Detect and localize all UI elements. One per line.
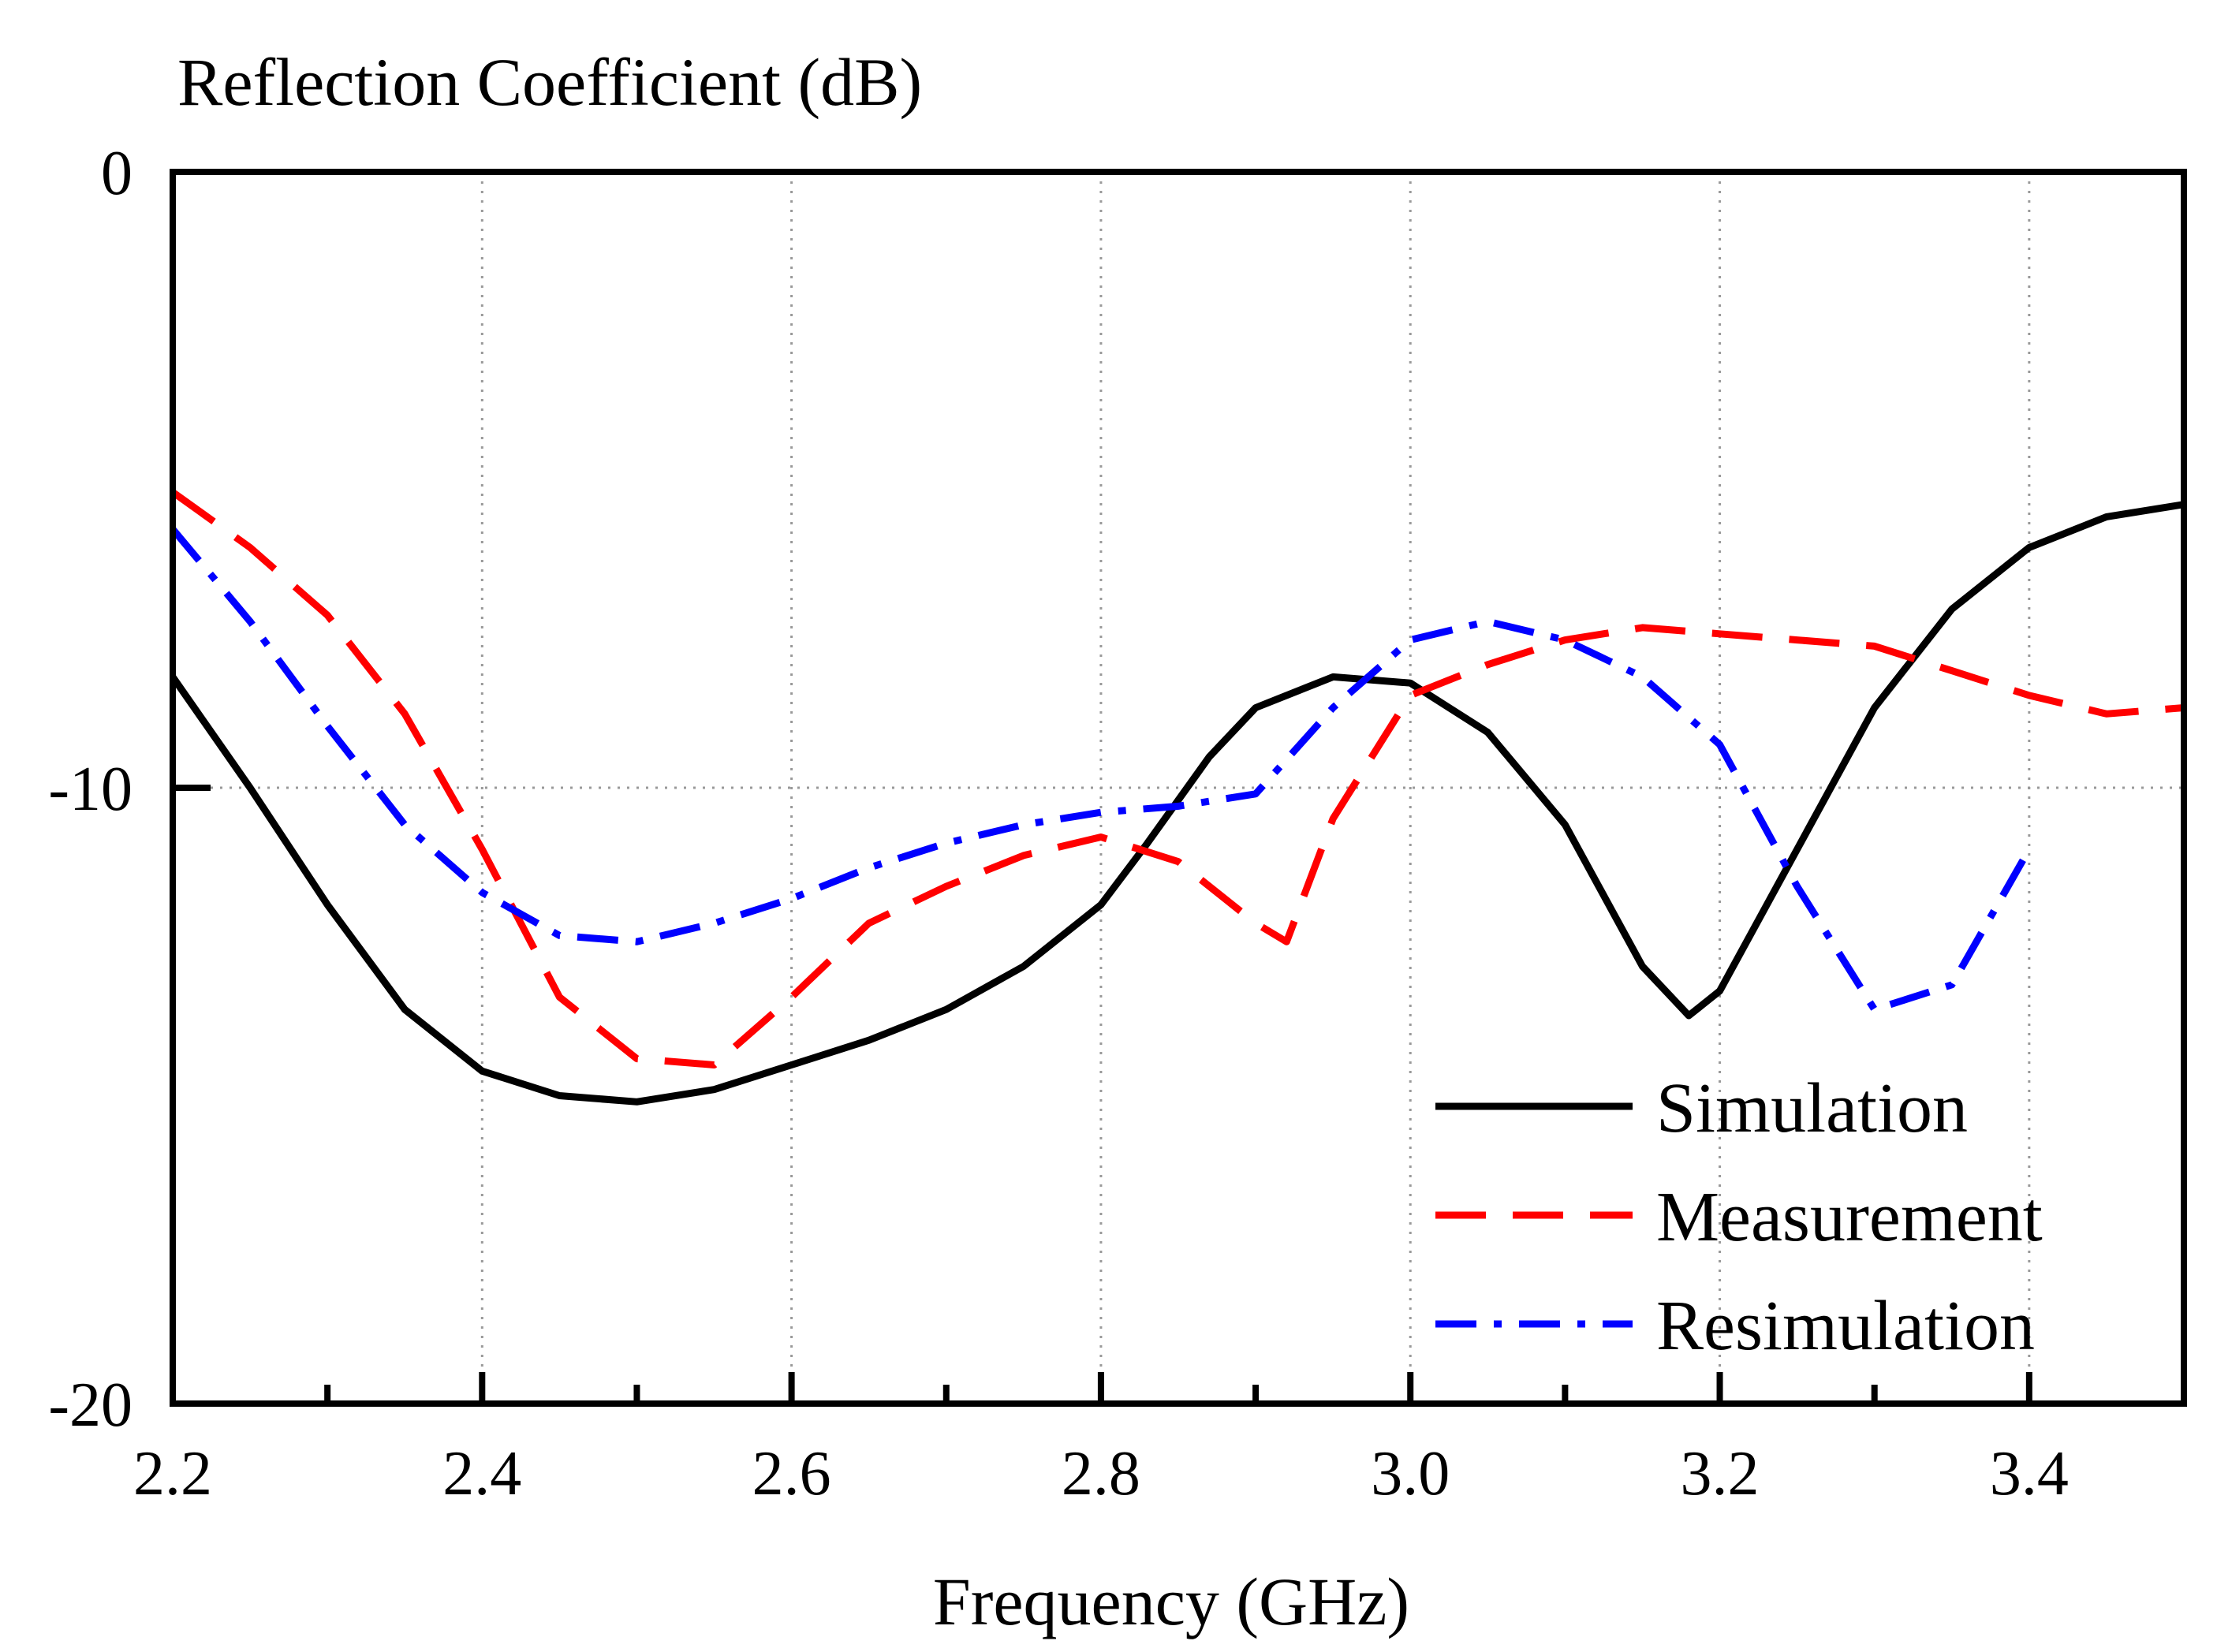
series-line-measurement	[170, 489, 2185, 1068]
x-tick-label: 2.2	[133, 1439, 212, 1508]
series-lines	[170, 489, 2185, 1106]
y-axis-title: Reflection Coefficient (dB)	[177, 44, 922, 120]
series-line-resimulation	[170, 527, 2032, 1013]
x-tick-label: 2.8	[1062, 1439, 1140, 1508]
axis-ticks: 2.2 2.4 2.6 2.8 3.0 3.2 3.4 0 -10 -20	[48, 139, 2068, 1508]
y-tick-label: 0	[101, 139, 132, 208]
legend-label-measurement: Measurement	[1656, 1178, 2043, 1256]
y-tick-label: -10	[48, 755, 132, 824]
legend: Simulation Measurement Resimulation	[1435, 1069, 2043, 1365]
x-tick-label: 2.6	[752, 1439, 831, 1508]
x-axis-title: Frequency (GHz)	[933, 1564, 1409, 1639]
grid-lines	[173, 172, 2184, 1404]
series-line-simulation	[170, 501, 2185, 1106]
x-tick-label: 3.0	[1371, 1439, 1450, 1508]
x-tick-label: 2.4	[442, 1439, 521, 1508]
legend-label-simulation: Simulation	[1656, 1069, 1968, 1147]
x-tick-label: 3.4	[1990, 1439, 2069, 1508]
x-tick-label: 3.2	[1681, 1439, 1760, 1508]
y-tick-label: -20	[48, 1370, 132, 1440]
legend-label-resimulation: Resimulation	[1656, 1287, 2035, 1365]
